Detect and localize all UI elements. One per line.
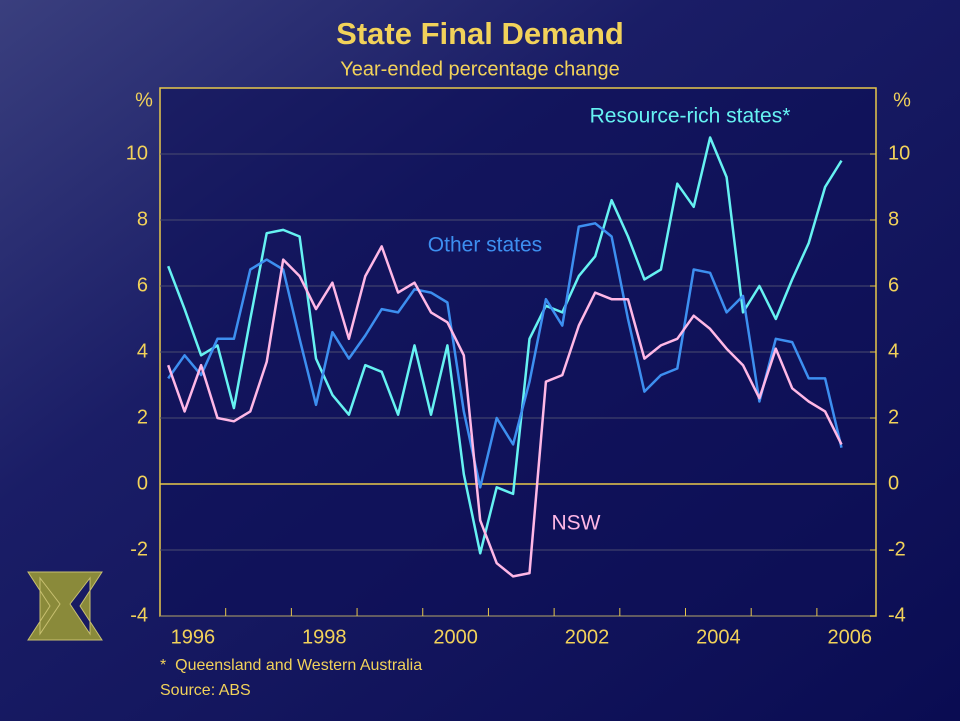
- series-label: Resource-rich states*: [590, 105, 791, 128]
- y-tick-label: -2: [130, 538, 148, 560]
- y2-tick-label: 4: [888, 340, 899, 362]
- chart: State Final Demand Year-ended percentage…: [0, 0, 960, 721]
- y2-tick-label: 6: [888, 274, 899, 296]
- x-tick-label: 1998: [302, 626, 347, 648]
- y2-tick-label: 8: [888, 208, 899, 230]
- y-tick-label: 2: [137, 406, 148, 428]
- footnote: * Queensland and Western Australia: [160, 657, 422, 674]
- y2-tick-label: 0: [888, 472, 899, 494]
- y-tick-label: 10: [126, 142, 148, 164]
- chart-subtitle: Year-ended percentage change: [340, 58, 620, 80]
- source: Source: ABS: [160, 682, 251, 699]
- series-label: NSW: [552, 512, 601, 535]
- x-tick-label: 1996: [171, 626, 216, 648]
- y-tick-label: 8: [137, 208, 148, 230]
- series-label: Other states: [428, 234, 542, 257]
- y2-tick-label: 2: [888, 406, 899, 428]
- y2-tick-label: -4: [888, 604, 906, 626]
- x-tick-label: 2002: [565, 626, 610, 648]
- y-axis-unit: %: [135, 89, 153, 111]
- y2-axis-unit: %: [893, 89, 911, 111]
- y2-tick-label: 10: [888, 142, 910, 164]
- y-tick-label: 4: [137, 340, 148, 362]
- x-tick-label: 2000: [433, 626, 478, 648]
- chart-title: State Final Demand: [336, 16, 624, 51]
- x-tick-label: 2006: [827, 626, 872, 648]
- y2-tick-label: -2: [888, 538, 906, 560]
- y-tick-label: 0: [137, 472, 148, 494]
- x-tick-label: 2004: [696, 626, 741, 648]
- y-tick-label: -4: [130, 604, 148, 626]
- y-tick-label: 6: [137, 274, 148, 296]
